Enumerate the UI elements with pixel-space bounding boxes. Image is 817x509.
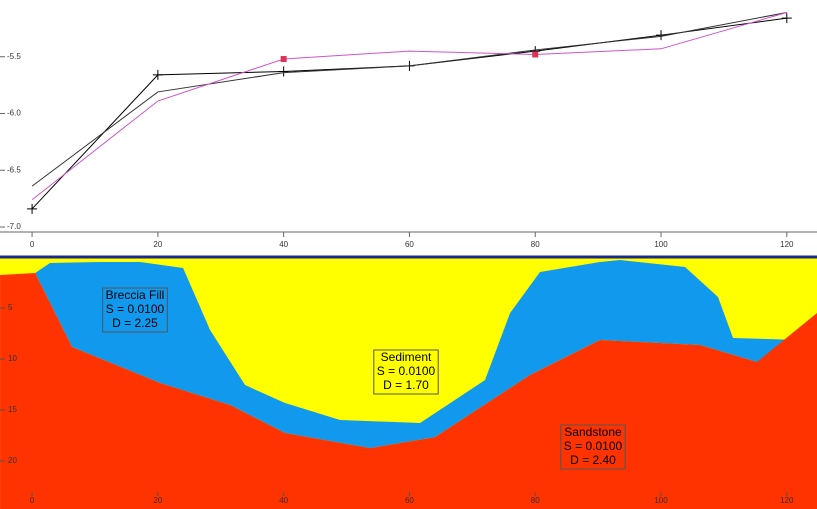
x-tick-label: 80 [531, 240, 540, 249]
y-tick-label: 10 [8, 354, 17, 363]
x-tick-label: 120 [780, 496, 794, 505]
plus-marker [781, 13, 792, 24]
label-text: Sandstone [564, 425, 622, 439]
y-tick-label: 15 [8, 405, 17, 414]
label-box [102, 287, 168, 333]
y-tick-label: -6.5 [7, 165, 21, 174]
label-text: Breccia Fill [106, 288, 165, 302]
y-tick-label: -5.5 [7, 52, 21, 61]
x-tick-label: 120 [780, 240, 794, 249]
x-tick-label: 60 [405, 496, 414, 505]
y-tick-label: 20 [8, 456, 17, 465]
x-tick-label: 0 [30, 496, 35, 505]
label-text: D = 2.25 [112, 316, 158, 330]
x-tick-label: 100 [654, 496, 668, 505]
series-line [31, 11, 787, 187]
y-tick-label: 5 [8, 303, 13, 312]
x-tick-label: 80 [531, 496, 540, 505]
label-text: S = 0.0100 [564, 439, 623, 453]
plus-marker [27, 203, 38, 214]
y-tick-label: -7.0 [7, 222, 21, 231]
square-marker [532, 51, 539, 58]
plus-marker [278, 66, 289, 77]
label-text: D = 2.40 [570, 453, 616, 467]
x-tick-label: 40 [279, 240, 288, 249]
body [0, 273, 817, 509]
label-text: S = 0.0100 [106, 302, 165, 316]
label-text: S = 0.0100 [377, 364, 436, 378]
y-tick-label: -6.0 [7, 109, 21, 118]
x-tick-label: 0 [30, 240, 35, 249]
x-tick-label: 40 [279, 496, 288, 505]
label-text: Sediment [381, 350, 432, 364]
x-tick-label: 100 [654, 240, 668, 249]
label-box [560, 424, 626, 470]
square-marker [280, 56, 287, 63]
plus-marker [152, 69, 163, 80]
x-tick-label: 20 [153, 240, 162, 249]
body [35, 259, 801, 449]
label-text: D = 1.70 [383, 378, 429, 392]
x-tick-label: 20 [153, 496, 162, 505]
label-box [373, 349, 439, 395]
series-line [31, 12, 787, 201]
x-tick-label: 60 [405, 240, 414, 249]
